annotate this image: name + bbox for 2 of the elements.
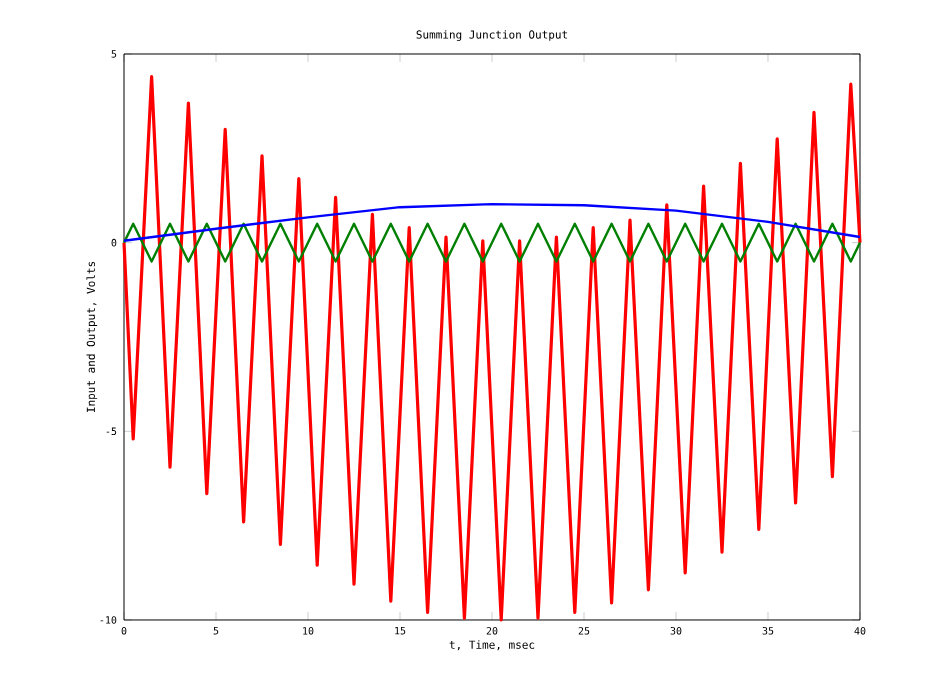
line-series [122,75,862,622]
line-series [122,202,862,242]
